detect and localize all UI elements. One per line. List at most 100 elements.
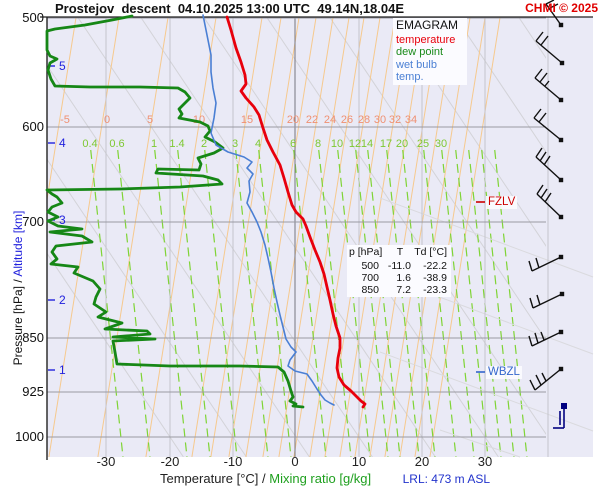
wind-barb-station-dot <box>558 137 564 143</box>
wind-barb-station-dot <box>558 329 564 335</box>
pseudo-adiabat-label: -5 <box>60 114 70 126</box>
pseudo-adiabat-label: 5 <box>147 114 153 126</box>
pseudo-adiabat-line <box>210 17 282 457</box>
wind-barb-station-dot <box>558 254 564 260</box>
mixing-ratio-line <box>455 149 489 457</box>
pseudo-adiabat-line <box>278 17 350 457</box>
reference-line <box>439 429 521 458</box>
dry-adiabat-line <box>392 17 546 247</box>
mixing-ratio-label: 17 <box>380 138 392 150</box>
temperature-tick-label: -20 <box>161 454 180 469</box>
temperature-tick-label: -10 <box>224 454 243 469</box>
mixing-ratio-line <box>318 149 352 457</box>
wind-barb-feather <box>538 112 547 123</box>
pseudo-adiabat-label: 20 <box>287 114 299 126</box>
pseudo-adiabat-line <box>324 17 396 457</box>
mixing-ratio-label: 10 <box>331 138 343 150</box>
mixing-ratio-label: 0.4 <box>82 138 97 150</box>
mixing-ratio-label: 14 <box>361 138 373 150</box>
wind-barb-feather <box>534 68 543 79</box>
wind-barb-feather <box>528 260 533 272</box>
table-row: 850 7.2 -23.3 <box>361 284 447 296</box>
dry-adiabat-line <box>77 17 373 457</box>
table-header-pressure: p [hPa] <box>349 246 383 258</box>
pseudo-adiabat-line <box>262 17 334 457</box>
wind-barb <box>529 366 564 391</box>
wind-barb-square-dot <box>561 403 567 409</box>
legend-item-wet-bulb: wet bulb temp. <box>396 58 437 84</box>
mixing-ratio-label: 4 <box>255 138 261 150</box>
freezing-level-marker: FZLV <box>486 196 518 209</box>
dry-adiabat-line <box>203 17 499 457</box>
pseudo-adiabat-line <box>309 17 381 457</box>
pressure-tick-label: 850 <box>22 330 44 345</box>
wind-barb-feather <box>535 374 542 386</box>
wind-barb <box>534 68 564 103</box>
wind-barb-feather <box>549 3 559 9</box>
wind-barb-station-dot <box>558 366 564 372</box>
y-axis-title: Pressure [hPa] / Altitude [km] <box>11 210 25 366</box>
copyright-watermark: CHMI © 2025 <box>525 1 598 15</box>
mixing-ratio-label: 8 <box>315 138 321 150</box>
mixing-ratio-line <box>386 149 420 457</box>
wind-barb-feather <box>534 332 539 344</box>
wind-barb-feather <box>540 331 545 341</box>
temperature-tick-label: 30 <box>478 454 492 469</box>
background-lines <box>47 17 546 457</box>
curve-temperature <box>225 15 367 409</box>
reference-line <box>379 197 594 278</box>
mixing-ratio-line <box>481 149 515 457</box>
altitude-tick-label: 3 <box>59 213 66 227</box>
wind-barb-feather <box>533 108 542 119</box>
x-axis-temperature-label: Temperature [°C] <box>160 471 259 486</box>
wind-barb-feather <box>536 294 541 306</box>
mixing-ratio-label: 12 <box>349 138 361 150</box>
table-header-temp: T <box>396 246 404 258</box>
pseudo-adiabat-label: 15 <box>241 114 253 126</box>
pressure-tick-label: 500 <box>22 10 44 25</box>
sounding-values-table: p [hPa] T Td [°C] 500 -11.0 -22.2 700 1.… <box>347 245 451 297</box>
wind-barb-station-dot <box>559 60 565 66</box>
wind-barb-feather <box>540 35 549 46</box>
dry-adiabat-line <box>329 17 546 341</box>
temperature-tick-label: 0 <box>291 454 298 469</box>
wind-barb-feather <box>544 192 552 203</box>
pseudo-adiabat-label: 26 <box>341 114 353 126</box>
temperature-tick-label: -30 <box>97 454 116 469</box>
pressure-tick-label: 1000 <box>15 429 44 444</box>
y-axis-pressure-label: Pressure [hPa] <box>11 286 25 366</box>
mixing-ratio-label: 0.6 <box>109 138 124 150</box>
pseudo-adiabat-line <box>414 17 486 457</box>
pseudo-adiabat-label: 22 <box>306 114 318 126</box>
mixing-ratio-label: 1 <box>151 138 157 150</box>
wind-barb <box>536 184 564 220</box>
legend: EMAGRAM temperature dew point wet bulb t… <box>393 18 467 85</box>
page-title: Prostejov descent 04.10.2025 13:00 UTC 4… <box>55 1 405 16</box>
wind-barb-feather <box>535 31 544 42</box>
mixing-ratio-line <box>258 149 292 457</box>
table-row: 700 1.6 -38.9 <box>361 272 447 284</box>
wind-barb <box>528 254 564 272</box>
curve-wet-bulb-temp- <box>202 14 335 406</box>
table-row: 500 -11.0 -22.2 <box>361 260 447 272</box>
mixing-ratio-label: 25 <box>417 138 429 150</box>
wind-barb <box>529 291 565 309</box>
mixing-ratio-line <box>90 149 124 457</box>
wind-barb-station-dot <box>558 97 564 103</box>
mixing-ratio-label: 1.4 <box>169 138 184 150</box>
altitude-tick-label: 2 <box>59 293 66 307</box>
mixing-ratio-label: 3 <box>232 138 238 150</box>
legend-item-dew-point: dew point <box>396 46 444 58</box>
wind-barb-calm <box>553 403 567 429</box>
mixing-ratio-line <box>204 149 238 457</box>
temperature-tick-label: 10 <box>352 454 366 469</box>
dry-adiabat-line <box>455 17 546 153</box>
wind-barb <box>528 329 564 347</box>
legend-item-temperature: temperature <box>396 33 456 46</box>
pseudo-adiabat-line <box>354 17 426 457</box>
mixing-ratio-line <box>355 149 389 457</box>
pseudo-adiabat-line <box>245 17 317 457</box>
wind-barb-feather <box>536 184 544 195</box>
mixing-ratio-label: 20 <box>396 138 408 150</box>
